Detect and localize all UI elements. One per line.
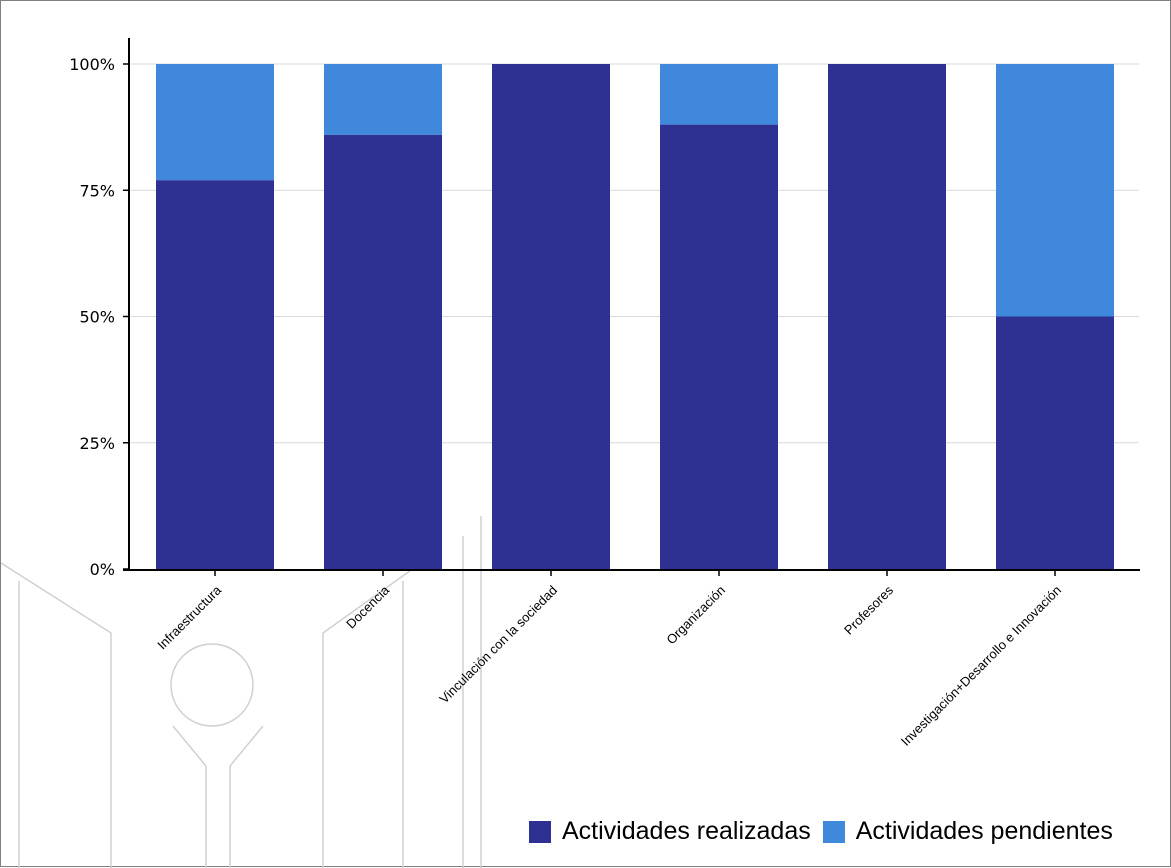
y-tick-labels: 0% 25% 50% 75% 100% [69, 55, 129, 579]
x-tick-label: Infraestructura [154, 582, 224, 652]
bar-segment-pendientes [156, 64, 274, 181]
y-tick-label: 0% [90, 560, 115, 579]
bar-segment-realizadas [996, 316, 1114, 569]
legend-item-pendientes: Actividades pendientes [822, 817, 1113, 846]
bar-segment-realizadas [660, 124, 778, 569]
axes [123, 38, 1140, 571]
y-tick-label: 100% [69, 55, 115, 74]
legend-swatch-realizadas [529, 820, 551, 843]
y-tick-label: 25% [79, 434, 115, 453]
bar-segment-pendientes [660, 64, 778, 125]
bars [156, 64, 1114, 569]
bar-segment-realizadas [156, 180, 274, 569]
bar-segment-pendientes [996, 64, 1114, 317]
y-tick-label: 50% [79, 308, 115, 327]
x-tick-label: Vinculación con la sociedad [436, 583, 560, 707]
x-tick-label: Profesores [841, 582, 896, 637]
bar-segment-realizadas [492, 64, 610, 569]
legend-swatch-pendientes [822, 820, 845, 843]
grid-lines [131, 63, 1139, 444]
bar-segment-realizadas [324, 134, 442, 569]
chart-legend: Actividades realizadas Actividades pendi… [529, 817, 1113, 846]
bar-segment-realizadas [828, 64, 946, 569]
x-tick-label: Investigación+Desarrollo e Innovación [898, 583, 1064, 749]
legend-label-pendientes: Actividades pendientes [855, 817, 1113, 845]
legend-item-realizadas: Actividades realizadas [529, 817, 811, 846]
x-tick-label: Organización [663, 583, 728, 648]
legend-label-realizadas: Actividades realizadas [562, 817, 811, 845]
y-tick-label: 75% [79, 181, 115, 200]
x-tick-labels: Infraestructura Docencia Vinculación con l… [154, 570, 1064, 749]
x-tick-label: Docencia [343, 582, 392, 631]
bar-segment-pendientes [324, 64, 442, 135]
